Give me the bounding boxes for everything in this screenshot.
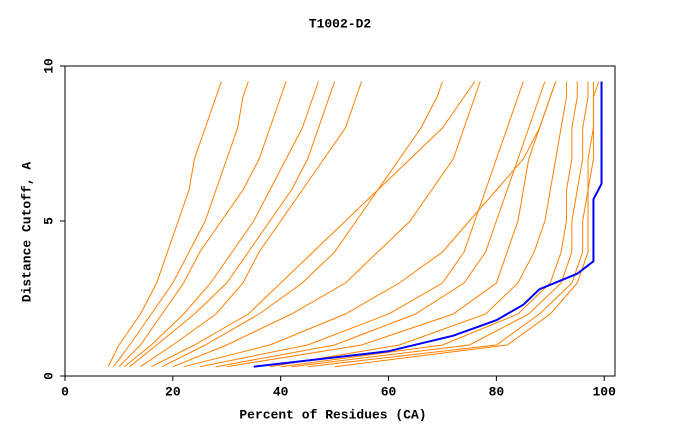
series-line — [151, 81, 476, 368]
series-line — [307, 81, 594, 368]
series-line — [129, 81, 336, 368]
series-line — [269, 81, 567, 368]
y-tick-label: 5 — [41, 217, 56, 225]
x-tick-label: 80 — [489, 384, 505, 399]
series-line — [140, 81, 363, 368]
x-tick-label: 0 — [61, 384, 69, 399]
x-tick-label: 60 — [381, 384, 397, 399]
series-line — [118, 81, 287, 368]
chart-title: T1002-D2 — [309, 16, 372, 31]
series-line — [161, 81, 443, 368]
x-axis-label: Percent of Residues (CA) — [239, 407, 426, 422]
series-line — [113, 81, 249, 367]
series-line — [199, 81, 524, 368]
series-line — [280, 81, 578, 368]
x-tick-label: 100 — [593, 384, 617, 399]
x-tick-label: 40 — [273, 384, 289, 399]
series-line — [123, 81, 319, 368]
series-line — [183, 81, 557, 368]
x-tick-label: 20 — [165, 384, 181, 399]
series-line — [334, 81, 600, 368]
y-axis-label: Distance Cutoff, A — [19, 162, 34, 303]
series-line — [107, 81, 222, 367]
series-line — [226, 81, 557, 368]
series-line — [215, 81, 546, 368]
plot-frame — [64, 65, 616, 377]
y-tick-label: 10 — [41, 58, 56, 74]
y-tick-label: 0 — [41, 372, 56, 380]
series-line — [253, 81, 603, 368]
plot-area — [107, 81, 603, 368]
series-line — [291, 81, 589, 368]
series-line — [172, 81, 481, 368]
